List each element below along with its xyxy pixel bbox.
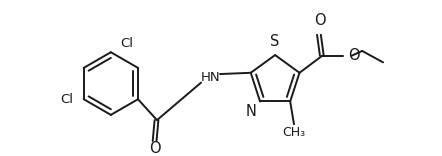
Text: N: N	[245, 104, 256, 119]
Text: O: O	[314, 13, 325, 28]
Text: HN: HN	[201, 71, 221, 84]
Text: O: O	[348, 48, 359, 63]
Text: S: S	[271, 34, 280, 49]
Text: CH₃: CH₃	[282, 126, 305, 139]
Text: Cl: Cl	[120, 37, 133, 50]
Text: Cl: Cl	[60, 93, 73, 106]
Text: O: O	[149, 141, 161, 156]
